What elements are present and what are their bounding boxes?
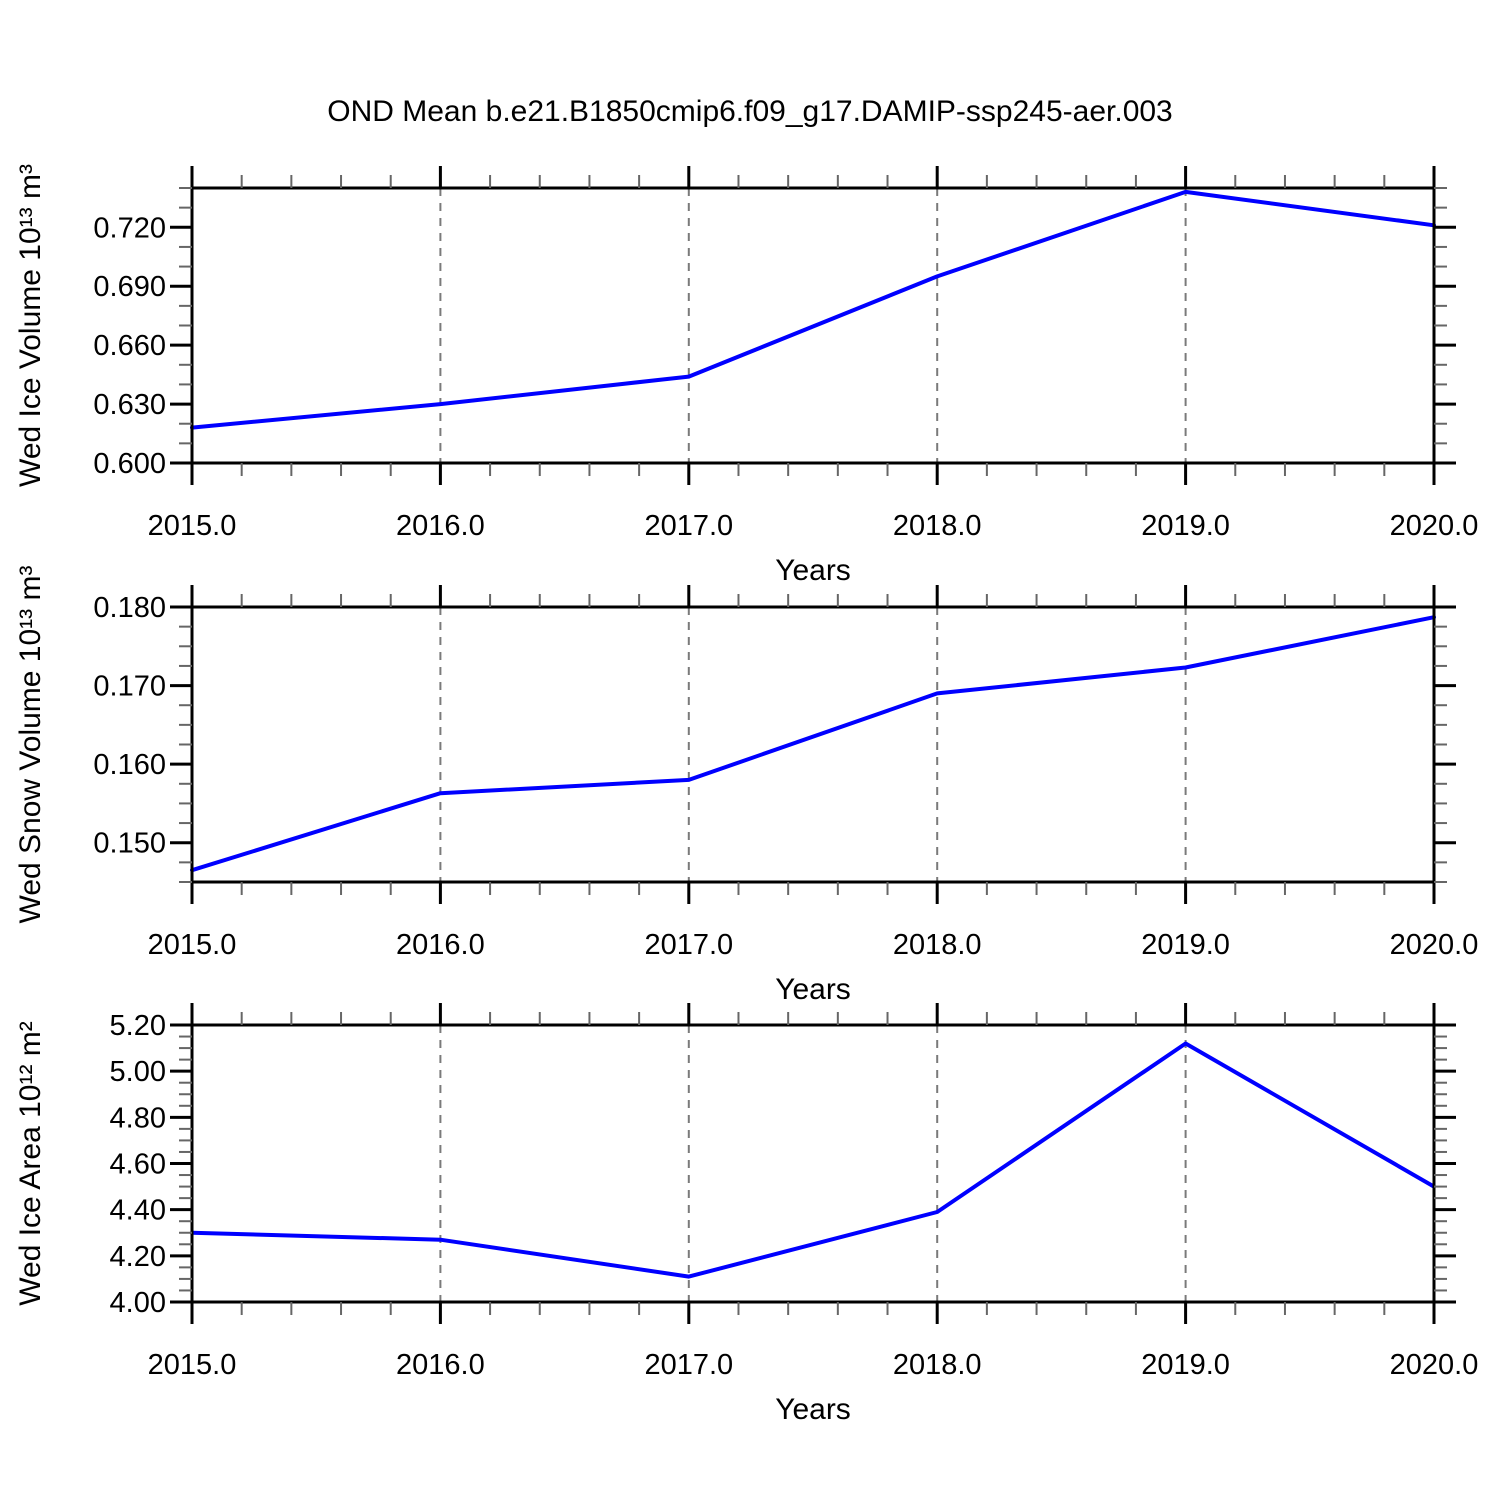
y-axis-title: Wed Snow Volume 10¹³ m³ xyxy=(14,566,47,924)
plot-frame xyxy=(190,1023,1436,1304)
y-tick-label: 0.630 xyxy=(93,389,166,421)
y-tick-label: 0.160 xyxy=(93,749,166,781)
x-tick-label: 2016.0 xyxy=(396,510,485,542)
x-tick-label: 2016.0 xyxy=(396,929,485,961)
chart-wed-snow-volume: 0.150 0.160 0.170 0.180 2015.0 2016.0 2017.0 20… xyxy=(14,566,1478,1006)
x-tick-label: 2020.0 xyxy=(1390,1349,1479,1381)
x-tick-label: 2015.0 xyxy=(148,510,237,542)
x-axis-title: Years xyxy=(775,1393,851,1426)
series-line xyxy=(190,1041,1436,1279)
y-tick-label: 4.40 xyxy=(110,1195,166,1227)
x-tick-label: 2016.0 xyxy=(396,1349,485,1381)
y-tick-label: 5.20 xyxy=(110,1010,166,1042)
figure-title: OND Mean b.e21.B1850cmip6.f09_g17.DAMIP-… xyxy=(327,95,1173,128)
series-line xyxy=(190,189,1436,430)
x-axis-title: Years xyxy=(775,973,851,1006)
x-tick-label: 2018.0 xyxy=(893,510,982,542)
x-tick-label: 2017.0 xyxy=(644,510,733,542)
y-tick-label: 0.180 xyxy=(93,592,166,624)
x-tick-label: 2017.0 xyxy=(644,1349,733,1381)
x-tick-label: 2017.0 xyxy=(644,929,733,961)
y-tick-label: 0.720 xyxy=(93,212,166,244)
x-tick-label: 2020.0 xyxy=(1390,510,1479,542)
x-tick-label: 2020.0 xyxy=(1390,929,1479,961)
y-tick-label: 4.80 xyxy=(110,1102,166,1134)
plot-frame xyxy=(190,605,1436,884)
y-tick-label: 4.00 xyxy=(110,1287,166,1319)
y-tick-label: 0.600 xyxy=(93,448,166,480)
x-tick-label: 2018.0 xyxy=(893,1349,982,1381)
y-tick-label: 4.20 xyxy=(110,1241,166,1273)
chart-wed-ice-volume: 0.600 0.630 0.660 0.690 0.720 2015.0 2016.0 201… xyxy=(14,164,1478,587)
y-tick-label: 0.690 xyxy=(93,271,166,303)
x-tick-label: 2015.0 xyxy=(148,929,237,961)
x-tick-label: 2019.0 xyxy=(1141,510,1230,542)
x-tick-label: 2018.0 xyxy=(893,929,982,961)
y-axis-title: Wed Ice Volume 10¹³ m³ xyxy=(14,164,47,487)
y-axis-title: Wed Ice Area 10¹² m² xyxy=(14,1021,47,1306)
y-tick-label: 0.660 xyxy=(93,330,166,362)
series-line xyxy=(190,615,1436,873)
x-axis-title: Years xyxy=(775,554,851,587)
x-tick-label: 2019.0 xyxy=(1141,929,1230,961)
y-tick-label: 0.170 xyxy=(93,671,166,703)
y-tick-label: 0.150 xyxy=(93,828,166,860)
chart-wed-ice-area: 4.00 4.20 4.40 4.60 4.80 5.00 5.20 2015.0 2016.0… xyxy=(14,1003,1478,1426)
y-tick-label: 4.60 xyxy=(110,1149,166,1181)
x-tick-label: 2019.0 xyxy=(1141,1349,1230,1381)
x-tick-label: 2015.0 xyxy=(148,1349,237,1381)
y-tick-label: 5.00 xyxy=(110,1056,166,1088)
